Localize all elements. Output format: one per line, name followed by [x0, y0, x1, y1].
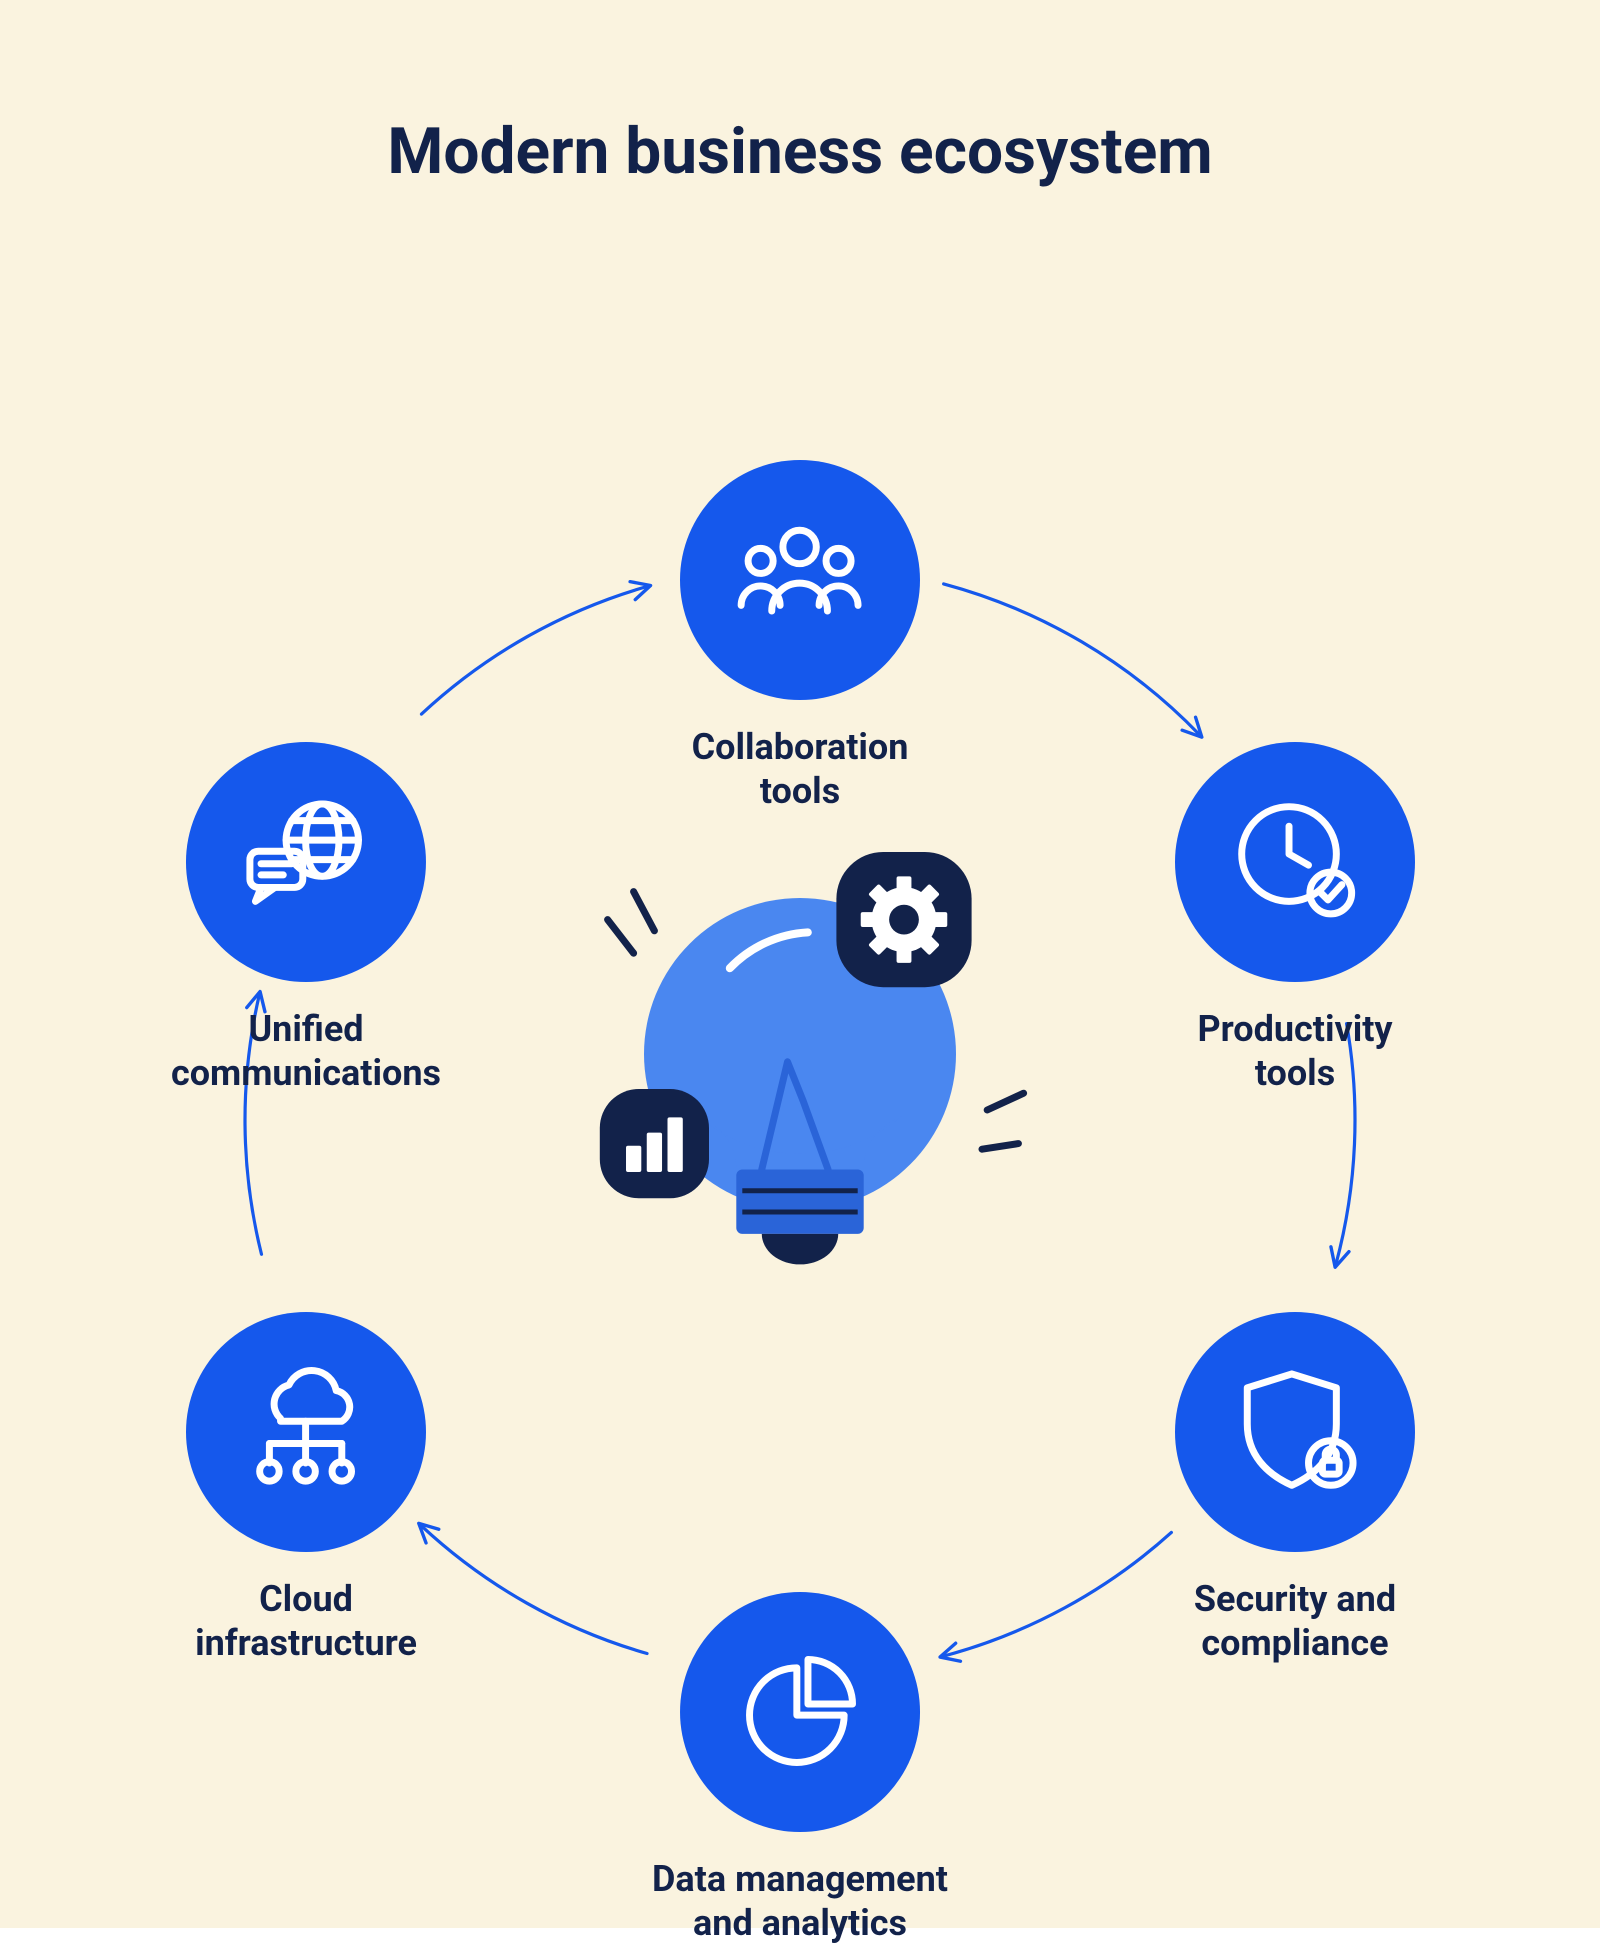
collaboration-bubble	[680, 460, 920, 700]
data-icon	[730, 1640, 869, 1783]
unified-icon	[236, 790, 375, 933]
productivity-bubble	[1175, 742, 1415, 982]
cloud-label: Cloud infrastructure	[195, 1578, 417, 1666]
node-unified: Unified communications	[171, 742, 441, 1096]
diagram-stage: Collaboration tools Productivity tools S…	[0, 0, 1600, 1928]
security-icon	[1225, 1360, 1364, 1503]
cloud-bubble	[186, 1312, 426, 1552]
node-data: Data management and analytics	[652, 1592, 948, 1946]
productivity-icon	[1225, 790, 1364, 933]
collaboration-label: Collaboration tools	[692, 726, 909, 814]
cycle-arrow	[944, 584, 1200, 735]
node-productivity: Productivity tools	[1175, 742, 1415, 1096]
collaboration-icon	[730, 508, 869, 651]
security-label: Security and compliance	[1194, 1578, 1396, 1666]
data-bubble	[680, 1592, 920, 1832]
security-bubble	[1175, 1312, 1415, 1552]
cycle-arrow	[421, 1526, 647, 1654]
unified-label: Unified communications	[171, 1008, 441, 1096]
node-security: Security and compliance	[1175, 1312, 1415, 1666]
unified-bubble	[186, 742, 426, 982]
cycle-arrow	[944, 1532, 1172, 1656]
lightbulb-icon	[540, 830, 1060, 1390]
cloud-icon	[236, 1360, 375, 1503]
node-collaboration: Collaboration tools	[680, 460, 920, 814]
cycle-arrow	[421, 586, 647, 714]
center-illustration	[540, 830, 1060, 1390]
data-label: Data management and analytics	[652, 1858, 948, 1946]
productivity-label: Productivity tools	[1197, 1008, 1392, 1096]
node-cloud: Cloud infrastructure	[186, 1312, 426, 1666]
